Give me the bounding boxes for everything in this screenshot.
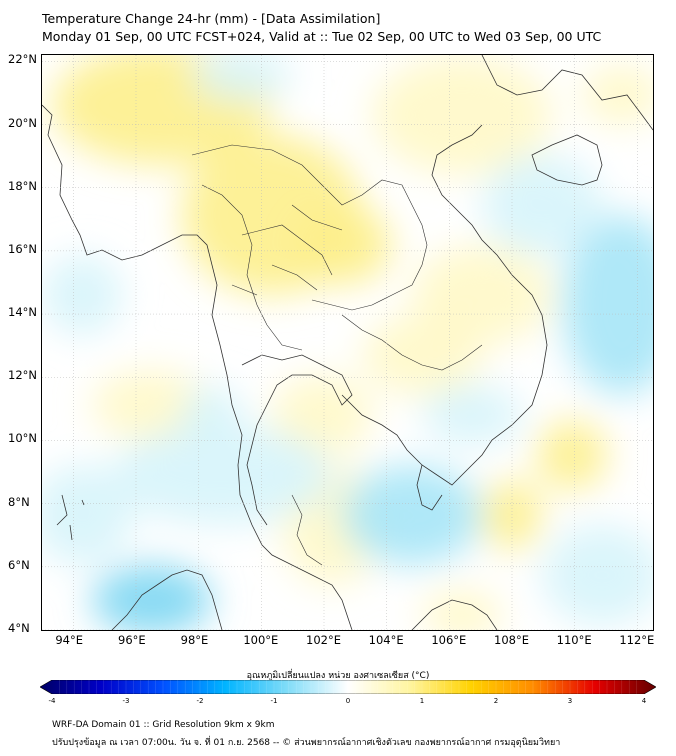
latitude-label: 4°N xyxy=(8,621,30,635)
colorbar-gradient xyxy=(40,680,656,694)
latitude-label: 6°N xyxy=(8,557,30,572)
colorbar-title: อุณหภูมิเปลี่ยนแปลง หน่วย องศาเซลเซียส (… xyxy=(246,671,430,681)
coastlines xyxy=(42,55,653,630)
warm-anomaly xyxy=(272,375,372,455)
cool-anomaly xyxy=(112,425,332,525)
colorbar-tick-label: 0 xyxy=(345,697,351,705)
border-malaysia xyxy=(291,494,323,566)
coastline-mekong-delta xyxy=(416,464,443,511)
colorbar-tick-label: 3 xyxy=(567,697,573,705)
admin-boundaries xyxy=(191,144,483,566)
warm-anomaly xyxy=(422,590,502,630)
border-thailand-laos xyxy=(191,144,428,311)
cool-anomaly xyxy=(192,55,292,100)
longitude-label: 108°E xyxy=(494,633,529,647)
longitude-label: 110°E xyxy=(556,633,592,647)
cool-anomaly xyxy=(92,565,212,630)
map-title: Temperature Change 24-hr (mm) - [Data As… xyxy=(42,11,381,26)
coastline-indochina-east xyxy=(341,124,548,486)
cool-anomaly xyxy=(182,385,242,445)
latitude-label: 12°N xyxy=(8,368,37,383)
warm-anomaly xyxy=(92,370,212,440)
border-thailand-myanmar xyxy=(201,184,303,351)
temperature-change-map xyxy=(42,55,653,630)
colorbar-tick-label: 1 xyxy=(419,697,425,705)
longitude-label: 102°E xyxy=(306,633,341,647)
latitude-label: 8°N xyxy=(8,494,30,509)
cool-anomaly xyxy=(42,255,122,335)
cool-anomaly xyxy=(482,155,602,255)
coastline-nicobar xyxy=(56,494,85,541)
footer-model-info: WRF-DA Domain 01 :: Grid Resolution 9km … xyxy=(52,720,275,730)
warm-anomaly xyxy=(372,55,552,175)
border-cambodia xyxy=(341,314,483,371)
cool-anomaly xyxy=(562,215,653,395)
coastline-borneo xyxy=(411,599,498,630)
warm-anomaly xyxy=(362,315,482,395)
longitude-label: 94°E xyxy=(55,633,83,647)
map-panel xyxy=(41,54,654,631)
warm-anomaly xyxy=(582,65,653,125)
colorbar-segments xyxy=(59,680,637,694)
latitude-label: 16°N xyxy=(8,241,37,256)
coastline-south-china xyxy=(481,55,653,131)
colorbar-tick-label: 2 xyxy=(493,697,499,705)
coastline-hainan xyxy=(531,134,603,186)
cool-anomaly xyxy=(422,385,522,445)
map-subtitle: Monday 01 Sep, 00 UTC FCST+024, Valid at… xyxy=(42,29,602,44)
province-boundaries xyxy=(231,204,343,296)
longitude-label: 106°E xyxy=(431,633,467,647)
longitude-label: 98°E xyxy=(180,633,209,647)
colorbar-tick-label: -2 xyxy=(196,697,204,705)
coastline-mainland-west xyxy=(42,104,353,630)
latitude-label: 14°N xyxy=(8,305,37,320)
colorbar-tick-label: -3 xyxy=(122,697,130,705)
longitude-label: 100°E xyxy=(243,633,279,647)
latitude-label: 20°N xyxy=(8,115,37,130)
colorbar-tick-label: 4 xyxy=(641,697,647,705)
colorbar-tick-label: -4 xyxy=(48,697,56,705)
cool-anomaly xyxy=(42,465,132,565)
latitude-label: 22°N xyxy=(8,52,37,67)
temperature-field xyxy=(42,55,653,630)
warm-anomaly xyxy=(292,205,392,285)
cool-anomaly xyxy=(342,465,482,565)
colorbar-tick-label: -1 xyxy=(270,697,278,705)
latitude-label: 18°N xyxy=(8,178,37,193)
cool-anomaly xyxy=(542,525,653,625)
coastline-gulf-of-thailand xyxy=(241,354,353,526)
warm-anomaly xyxy=(537,420,607,490)
longitude-label: 112°E xyxy=(619,633,655,647)
colorbar xyxy=(40,680,656,694)
latitude-label: 10°N xyxy=(8,431,37,446)
coastline-sumatra xyxy=(111,569,223,630)
longitude-label: 96°E xyxy=(118,633,146,647)
footer-credit: ปรับปรุงข้อมูล ณ เวลา 07:00น. วัน จ. ที่… xyxy=(52,738,561,748)
longitude-label: 104°E xyxy=(368,633,404,647)
